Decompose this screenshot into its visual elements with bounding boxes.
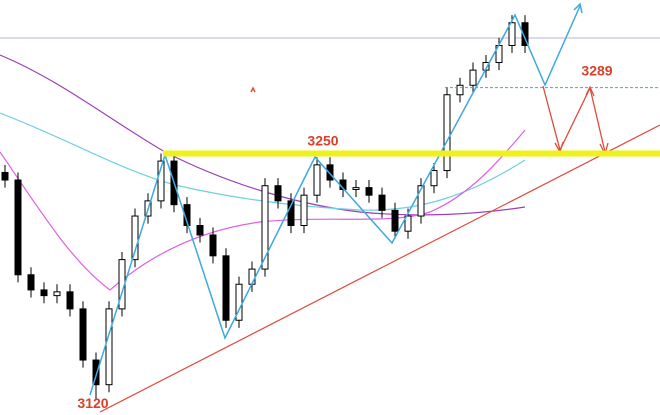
candle-body: [443, 94, 451, 172]
candle-body: [248, 268, 256, 285]
price-label: 3120: [77, 395, 108, 411]
candle-body: [508, 22, 516, 46]
candle-body: [430, 170, 438, 187]
price-label: 3250: [307, 132, 338, 148]
candle-body: [326, 164, 334, 181]
candle-body: [365, 187, 373, 196]
moving-average: [0, 54, 526, 216]
moving-average: [0, 112, 526, 211]
wave-path: [89, 5, 581, 396]
candle-body: [404, 215, 412, 232]
candle-body: [105, 308, 113, 386]
candle-body: [222, 255, 230, 321]
candle-body: [209, 234, 217, 257]
candle-body: [378, 194, 386, 211]
candle-body: [27, 274, 35, 291]
candle-body: [196, 225, 204, 236]
candle-body: [1, 171, 9, 181]
candles: [1, 15, 529, 400]
candle-body: [352, 187, 360, 190]
candle-body: [66, 291, 74, 310]
candle-body: [456, 84, 464, 96]
candle-body: [53, 291, 61, 297]
candle-body: [521, 22, 529, 46]
projection-path: [542, 85, 606, 153]
arrow-head: [573, 2, 583, 14]
candle-body: [300, 194, 308, 227]
candle-body: [274, 185, 282, 202]
candle-body: [92, 359, 100, 386]
candle-body: [131, 215, 139, 261]
candle-body: [313, 164, 321, 196]
moving-average: [0, 129, 526, 291]
trend-line: [99, 124, 660, 413]
candle-body: [417, 185, 425, 217]
candle-body: [40, 289, 48, 297]
arrow-heads: [554, 85, 609, 156]
candle-body: [261, 185, 269, 270]
candle-body: [79, 308, 87, 361]
marker: [250, 86, 256, 93]
resistance-band: [163, 150, 660, 157]
candle-body: [157, 160, 165, 202]
candle-body: [14, 179, 22, 276]
candle-body: [469, 69, 477, 86]
candle-body: [391, 209, 399, 232]
candle-body: [287, 200, 295, 227]
price-label: 3289: [581, 63, 612, 79]
